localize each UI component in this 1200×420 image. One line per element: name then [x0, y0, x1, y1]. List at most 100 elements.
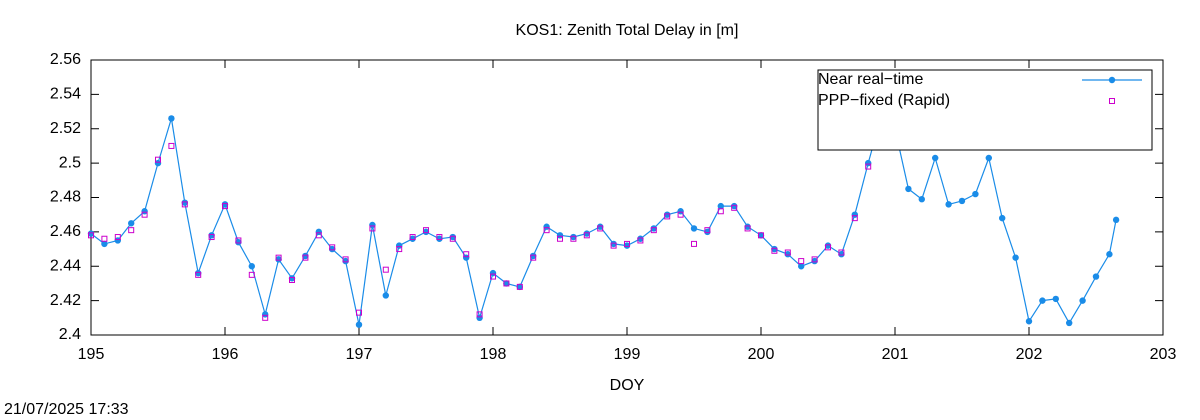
point	[972, 190, 979, 198]
point	[1079, 297, 1086, 304]
point	[744, 225, 751, 232]
point	[570, 235, 577, 242]
point	[235, 237, 242, 244]
legend-marker	[1109, 98, 1115, 104]
point	[302, 254, 309, 261]
y-tick-label: 2.56	[50, 51, 81, 68]
point	[476, 314, 483, 322]
point	[208, 232, 215, 239]
point	[637, 235, 644, 242]
point	[155, 156, 161, 163]
point	[195, 269, 202, 277]
point	[449, 235, 456, 242]
point	[168, 142, 175, 149]
point	[771, 247, 778, 254]
legend-marker	[1108, 76, 1116, 84]
point	[248, 263, 255, 270]
point	[128, 227, 135, 234]
point	[851, 215, 858, 222]
y-tick-label: 2.4	[59, 326, 81, 343]
point	[1106, 251, 1113, 258]
point	[1039, 297, 1046, 304]
point	[382, 292, 389, 299]
point	[88, 232, 94, 239]
point	[342, 257, 349, 265]
point	[865, 163, 872, 170]
point	[825, 244, 831, 251]
point	[530, 254, 537, 261]
point	[396, 242, 403, 249]
point	[195, 271, 202, 278]
point	[556, 232, 564, 239]
y-tick-label: 2.52	[50, 120, 81, 137]
point	[222, 203, 228, 210]
point	[637, 237, 644, 244]
point	[731, 202, 738, 210]
point	[758, 232, 764, 239]
point	[87, 230, 95, 237]
point	[503, 280, 510, 287]
point	[784, 249, 791, 256]
point	[436, 234, 443, 241]
point	[409, 234, 416, 241]
point	[557, 235, 563, 242]
point	[516, 283, 523, 290]
point	[476, 311, 483, 318]
x-axis-label: DOY	[610, 377, 645, 394]
point	[623, 242, 631, 249]
point	[1025, 318, 1033, 325]
point	[141, 208, 148, 215]
point	[918, 196, 925, 203]
point	[530, 252, 537, 260]
x-tick-label: 201	[882, 346, 909, 363]
point	[356, 309, 362, 316]
point	[771, 245, 778, 253]
point	[449, 233, 456, 241]
point	[302, 252, 309, 260]
point	[114, 237, 122, 244]
point	[1012, 254, 1019, 261]
point	[262, 311, 269, 318]
point	[704, 228, 711, 236]
point	[101, 235, 108, 242]
point	[423, 227, 429, 234]
point	[329, 245, 336, 253]
y-tick-label: 2.48	[50, 189, 81, 206]
point	[275, 254, 282, 261]
point	[650, 227, 657, 234]
x-tick-label: 199	[614, 346, 641, 363]
x-tick-label: 197	[346, 346, 373, 363]
point	[235, 238, 242, 246]
point	[597, 223, 604, 230]
point	[355, 321, 363, 328]
point	[691, 240, 697, 247]
point	[262, 314, 269, 321]
point	[744, 223, 751, 230]
point	[650, 225, 657, 232]
legend-box	[817, 69, 1153, 151]
point	[624, 240, 630, 247]
y-tick-label: 2.46	[50, 223, 81, 240]
point	[101, 240, 108, 248]
point	[865, 159, 872, 167]
point	[463, 251, 470, 258]
point	[677, 208, 684, 215]
legend-label: PPP−fixed (Rapid)	[818, 92, 950, 109]
x-tick-label: 196	[212, 346, 239, 363]
point	[275, 256, 282, 263]
chart-title: KOS1: Zenith Total Delay in [m]	[516, 22, 739, 39]
point	[570, 233, 577, 241]
point	[784, 251, 791, 258]
point	[811, 257, 818, 265]
point	[516, 283, 523, 291]
x-tick-label: 195	[78, 346, 105, 363]
point	[168, 115, 175, 122]
point	[248, 271, 255, 278]
point	[396, 246, 403, 253]
point	[436, 235, 443, 242]
x-tick-label: 200	[748, 346, 775, 363]
point	[717, 208, 724, 215]
point	[342, 256, 349, 263]
point	[315, 228, 322, 236]
